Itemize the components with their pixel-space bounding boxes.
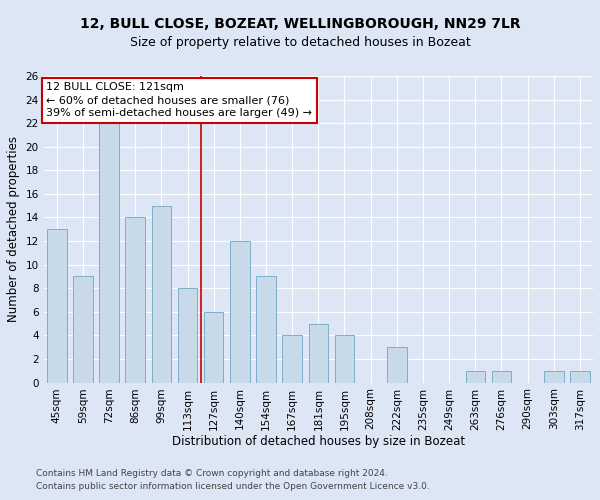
Bar: [152, 206, 171, 382]
Bar: [335, 336, 355, 382]
Bar: [570, 370, 590, 382]
Bar: [47, 229, 67, 382]
Text: 12 BULL CLOSE: 121sqm
← 60% of detached houses are smaller (76)
39% of semi-deta: 12 BULL CLOSE: 121sqm ← 60% of detached …: [46, 82, 313, 118]
Text: Contains public sector information licensed under the Open Government Licence v3: Contains public sector information licen…: [36, 482, 430, 491]
Bar: [99, 123, 119, 382]
Text: Contains HM Land Registry data © Crown copyright and database right 2024.: Contains HM Land Registry data © Crown c…: [36, 468, 388, 477]
Bar: [544, 370, 563, 382]
Bar: [387, 347, 407, 382]
Bar: [308, 324, 328, 382]
Y-axis label: Number of detached properties: Number of detached properties: [7, 136, 20, 322]
Bar: [230, 241, 250, 382]
Bar: [178, 288, 197, 382]
Text: Size of property relative to detached houses in Bozeat: Size of property relative to detached ho…: [130, 36, 470, 49]
Bar: [491, 370, 511, 382]
Bar: [125, 218, 145, 382]
X-axis label: Distribution of detached houses by size in Bozeat: Distribution of detached houses by size …: [172, 435, 465, 448]
Bar: [73, 276, 92, 382]
Bar: [256, 276, 276, 382]
Bar: [283, 336, 302, 382]
Bar: [466, 370, 485, 382]
Text: 12, BULL CLOSE, BOZEAT, WELLINGBOROUGH, NN29 7LR: 12, BULL CLOSE, BOZEAT, WELLINGBOROUGH, …: [80, 18, 520, 32]
Bar: [204, 312, 223, 382]
